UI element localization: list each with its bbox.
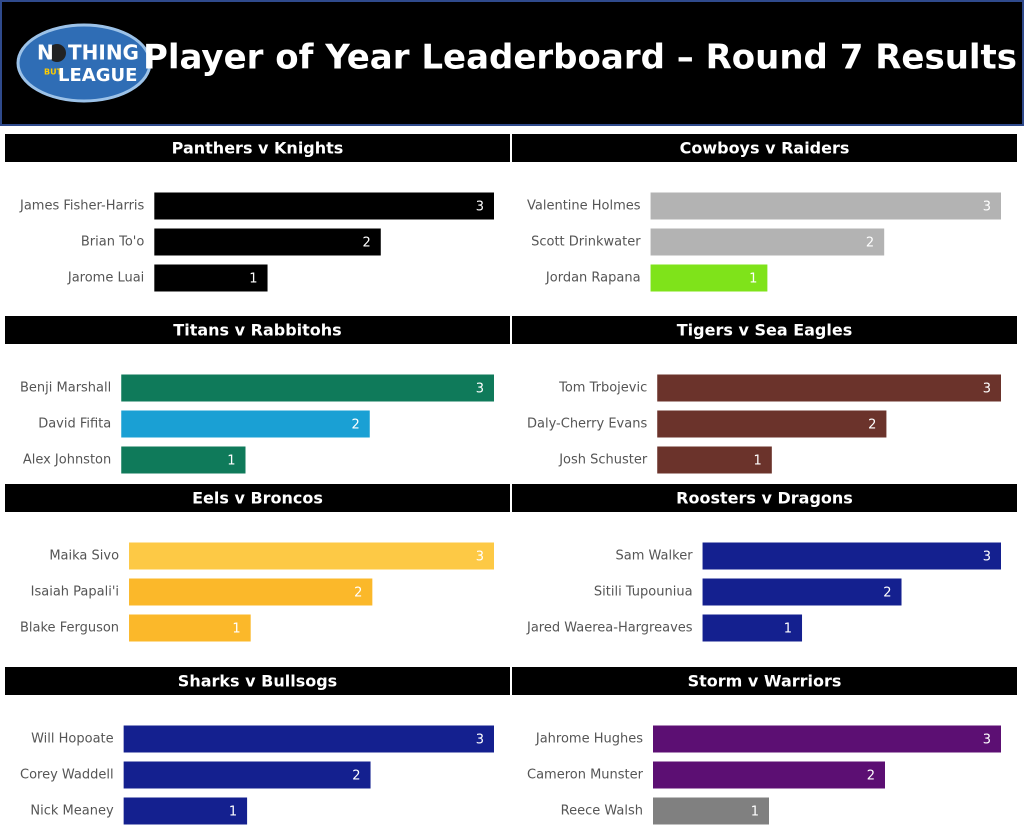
bar xyxy=(653,797,769,825)
category-label: Scott Drinkwater xyxy=(531,235,641,250)
logo-text: THING xyxy=(68,41,139,65)
bar xyxy=(653,761,885,789)
category-label: Jahrome Hughes xyxy=(535,732,643,747)
value-label: 2 xyxy=(351,418,359,433)
chart-title: Tigers v Sea Eagles xyxy=(677,321,852,340)
chart-title: Eels v Broncos xyxy=(192,489,323,508)
bar xyxy=(657,446,772,474)
category-label: Maika Sivo xyxy=(49,549,119,564)
bar xyxy=(702,614,803,642)
bar xyxy=(121,446,246,474)
page-title: Player of Year Leaderboard – Round 7 Res… xyxy=(143,38,1017,78)
category-label: James Fisher-Harris xyxy=(19,199,145,214)
category-label: Corey Waddell xyxy=(20,768,114,783)
chart-title-bar xyxy=(5,316,510,344)
bar xyxy=(154,228,381,256)
category-label: Nick Meaney xyxy=(30,804,114,819)
value-label: 1 xyxy=(749,272,757,287)
value-label: 2 xyxy=(352,769,360,784)
category-label: Benji Marshall xyxy=(20,381,111,396)
chart-title: Titans v Rabbitohs xyxy=(173,321,341,340)
logo-text: LEAGUE xyxy=(58,65,137,86)
chart-title-bar xyxy=(5,134,510,162)
bar xyxy=(129,578,373,606)
value-label: 1 xyxy=(784,622,792,637)
bar xyxy=(123,725,494,753)
logo-ball xyxy=(48,44,66,62)
chart-title: Storm v Warriors xyxy=(688,672,842,691)
category-label: Will Hopoate xyxy=(31,732,114,747)
chart-title-bar xyxy=(512,667,1017,695)
chart-title: Roosters v Dragons xyxy=(676,489,853,508)
logo-badge xyxy=(16,23,152,103)
category-label: Tom Trbojevic xyxy=(558,381,647,396)
category-label: Jordan Rapana xyxy=(545,271,641,286)
value-label: 2 xyxy=(362,236,370,251)
value-label: 1 xyxy=(249,272,257,287)
chart-title: Panthers v Knights xyxy=(172,139,344,158)
category-label: Sitili Tupouniua xyxy=(594,585,693,600)
value-label: 1 xyxy=(754,454,762,469)
category-label: Josh Schuster xyxy=(558,453,648,468)
bar xyxy=(129,614,251,642)
header-bar xyxy=(0,0,1024,126)
value-label: 2 xyxy=(866,236,874,251)
chart-title: Cowboys v Raiders xyxy=(680,139,850,158)
chart-title-bar xyxy=(512,316,1017,344)
category-label: Isaiah Papali'i xyxy=(31,585,119,600)
bar xyxy=(129,542,494,570)
value-label: 1 xyxy=(751,805,759,820)
category-label: Sam Walker xyxy=(616,549,694,564)
bar xyxy=(650,264,768,292)
bar xyxy=(123,797,248,825)
logo: N THING BUT LEAGUE xyxy=(16,23,152,103)
bar xyxy=(653,725,1001,753)
bar xyxy=(650,228,885,256)
value-label: 2 xyxy=(867,769,875,784)
value-label: 3 xyxy=(983,733,991,748)
value-label: 1 xyxy=(232,622,240,637)
logo-text: BUT xyxy=(44,68,63,77)
value-label: 1 xyxy=(229,805,237,820)
category-label: Jarome Luai xyxy=(67,271,144,286)
bar xyxy=(121,410,370,438)
value-label: 2 xyxy=(354,586,362,601)
value-label: 3 xyxy=(476,382,484,397)
value-label: 2 xyxy=(883,586,891,601)
category-label: Alex Johnston xyxy=(23,453,111,468)
chart-title-bar xyxy=(512,484,1017,512)
value-label: 1 xyxy=(227,454,235,469)
value-label: 3 xyxy=(476,200,484,215)
category-label: Valentine Holmes xyxy=(527,199,641,214)
bar xyxy=(702,578,902,606)
chart-title: Sharks v Bullsogs xyxy=(178,672,337,691)
bar xyxy=(702,542,1001,570)
chart-title-bar xyxy=(512,134,1017,162)
bar xyxy=(650,192,1001,220)
chart-title-bar xyxy=(5,484,510,512)
category-label: Jared Waerea-Hargreaves xyxy=(526,621,693,636)
category-label: Cameron Munster xyxy=(527,768,644,783)
logo-text: N xyxy=(37,41,54,65)
category-label: Daly-Cherry Evans xyxy=(527,417,647,432)
chart-title-bar xyxy=(5,667,510,695)
category-label: David Fifita xyxy=(38,417,111,432)
category-label: Reece Walsh xyxy=(561,804,643,819)
bar xyxy=(657,410,887,438)
bar xyxy=(123,761,371,789)
category-label: Brian To'o xyxy=(81,235,144,250)
category-label: Blake Ferguson xyxy=(20,621,119,636)
value-label: 3 xyxy=(476,550,484,565)
bar xyxy=(657,374,1001,402)
value-label: 3 xyxy=(983,550,991,565)
bar xyxy=(154,192,494,220)
bar xyxy=(121,374,494,402)
value-label: 3 xyxy=(983,382,991,397)
value-label: 2 xyxy=(868,418,876,433)
value-label: 3 xyxy=(476,733,484,748)
value-label: 3 xyxy=(983,200,991,215)
bar xyxy=(154,264,268,292)
